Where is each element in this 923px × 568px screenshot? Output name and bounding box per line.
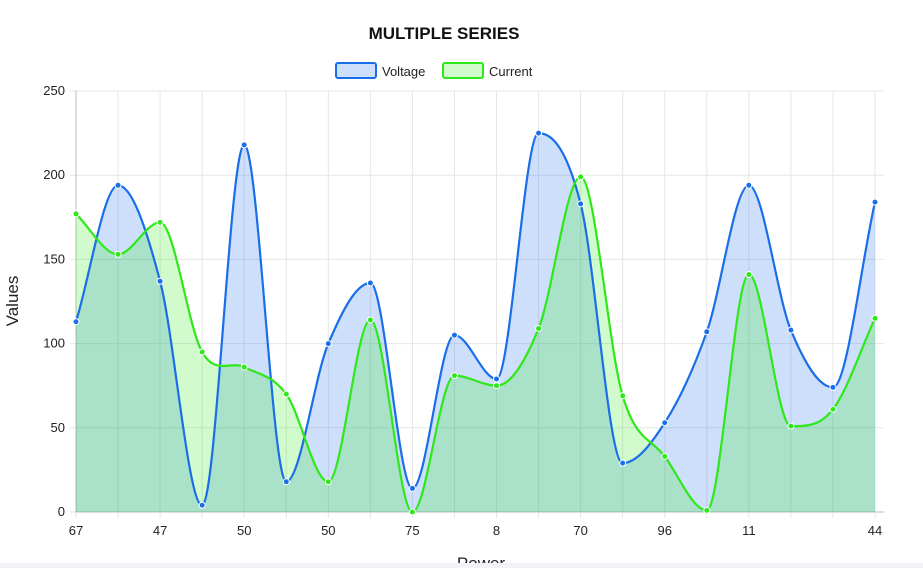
point-current[interactable] (114, 250, 122, 258)
x-axis-ticks: 67 47 50 50 75 8 70 96 11 44 (69, 523, 882, 538)
point-voltage[interactable] (493, 375, 501, 383)
point-voltage[interactable] (535, 129, 543, 137)
point-voltage[interactable] (703, 328, 711, 336)
point-current[interactable] (408, 508, 416, 516)
x-tick-label: 67 (69, 523, 83, 538)
point-current[interactable] (240, 363, 248, 371)
legend-swatch-current (442, 62, 484, 79)
x-tick-label: 8 (493, 523, 500, 538)
y-tick-label: 150 (43, 251, 65, 266)
point-current[interactable] (535, 324, 543, 332)
point-current[interactable] (745, 271, 753, 279)
point-voltage[interactable] (661, 419, 669, 427)
point-voltage[interactable] (577, 200, 585, 208)
bottom-scroll-band (0, 563, 923, 568)
point-voltage[interactable] (114, 181, 122, 189)
y-tick-label: 200 (43, 167, 65, 182)
point-voltage[interactable] (198, 501, 206, 509)
point-current[interactable] (450, 372, 458, 380)
point-voltage[interactable] (829, 383, 837, 391)
x-tick-label: 75 (405, 523, 419, 538)
point-current[interactable] (619, 392, 627, 400)
point-voltage[interactable] (450, 331, 458, 339)
point-voltage[interactable] (366, 279, 374, 287)
plot-points (72, 129, 879, 516)
line-voltage (74, 131, 877, 507)
legend-swatch-voltage (335, 62, 377, 79)
point-current[interactable] (787, 422, 795, 430)
y-axis-title: Values (3, 276, 22, 327)
legend: Voltage Current (335, 62, 533, 79)
x-tick-label: 47 (153, 523, 167, 538)
x-tick-label: 50 (321, 523, 335, 538)
grid (70, 90, 884, 518)
y-tick-label: 50 (51, 420, 65, 435)
point-voltage[interactable] (787, 326, 795, 334)
point-current[interactable] (661, 452, 669, 460)
point-current[interactable] (829, 405, 837, 413)
point-current[interactable] (871, 314, 879, 322)
y-tick-label: 250 (43, 83, 65, 98)
x-tick-label: 44 (868, 523, 882, 538)
point-voltage[interactable] (240, 141, 248, 149)
legend-label-current: Current (489, 64, 533, 79)
x-tick-label: 70 (573, 523, 587, 538)
point-current[interactable] (198, 348, 206, 356)
point-current[interactable] (703, 506, 711, 514)
x-tick-label: 96 (658, 523, 672, 538)
point-current[interactable] (72, 210, 80, 218)
point-voltage[interactable] (72, 318, 80, 326)
point-current[interactable] (577, 173, 585, 181)
point-voltage[interactable] (871, 198, 879, 206)
area-voltage (76, 133, 875, 512)
point-current[interactable] (366, 316, 374, 324)
x-tick-label: 11 (742, 523, 756, 538)
point-voltage[interactable] (156, 277, 164, 285)
point-current[interactable] (156, 218, 164, 226)
legend-label-voltage: Voltage (382, 64, 425, 79)
plot-areas (76, 133, 875, 512)
legend-item-current[interactable]: Current (442, 62, 533, 79)
y-tick-label: 100 (43, 336, 65, 351)
point-voltage[interactable] (408, 484, 416, 492)
point-current[interactable] (493, 382, 501, 390)
chart-title: MULTIPLE SERIES (369, 24, 520, 43)
point-current[interactable] (324, 478, 332, 486)
x-tick-label: 50 (237, 523, 251, 538)
y-tick-label: 0 (58, 504, 65, 519)
point-current[interactable] (282, 390, 290, 398)
point-voltage[interactable] (619, 459, 627, 467)
y-axis-ticks: 0 50 100 150 200 250 (43, 83, 65, 519)
point-voltage[interactable] (745, 181, 753, 189)
legend-item-voltage[interactable]: Voltage (335, 62, 425, 79)
point-voltage[interactable] (282, 478, 290, 486)
point-voltage[interactable] (324, 340, 332, 348)
